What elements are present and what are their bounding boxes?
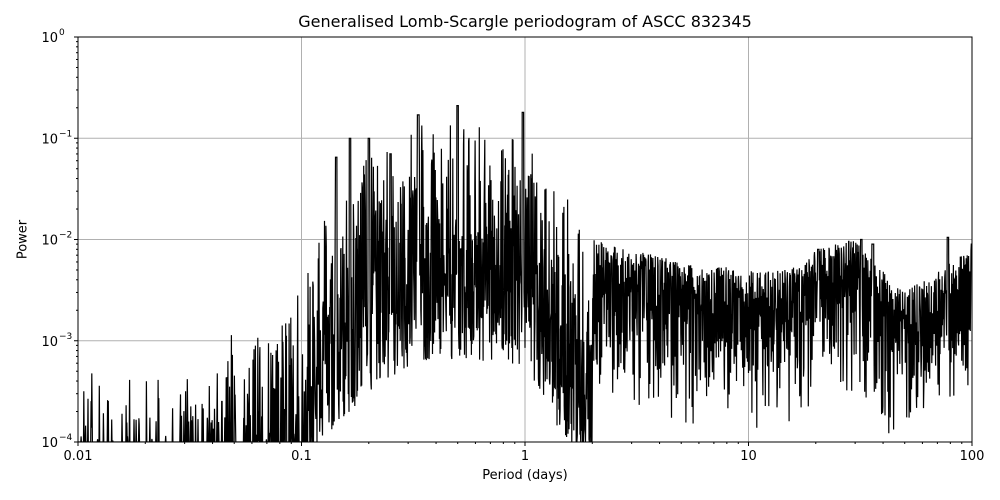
svg-text:−4: −4 [59,433,73,443]
y-tick-label: 10 [41,335,58,350]
chart-title: Generalised Lomb-Scargle periodogram of … [298,12,752,31]
x-tick-label: 10 [740,449,757,464]
x-tick-label: 0.1 [291,449,312,464]
x-tick-label: 0.01 [64,449,93,464]
x-tick-label: 100 [960,449,985,464]
svg-text:0: 0 [59,28,65,38]
y-tick-label: 10 [41,31,58,46]
x-axis-label: Period (days) [482,468,568,483]
y-tick-label: 10 [41,436,58,451]
y-axis-label: Power [15,219,31,260]
periodogram-trace [78,104,972,442]
svg-text:−1: −1 [59,129,72,139]
y-tick-label: 10 [41,132,58,147]
svg-text:−2: −2 [59,231,72,241]
y-tick-label: 10 [41,234,58,249]
x-tick-label: 1 [521,449,529,464]
svg-text:−3: −3 [59,332,72,342]
